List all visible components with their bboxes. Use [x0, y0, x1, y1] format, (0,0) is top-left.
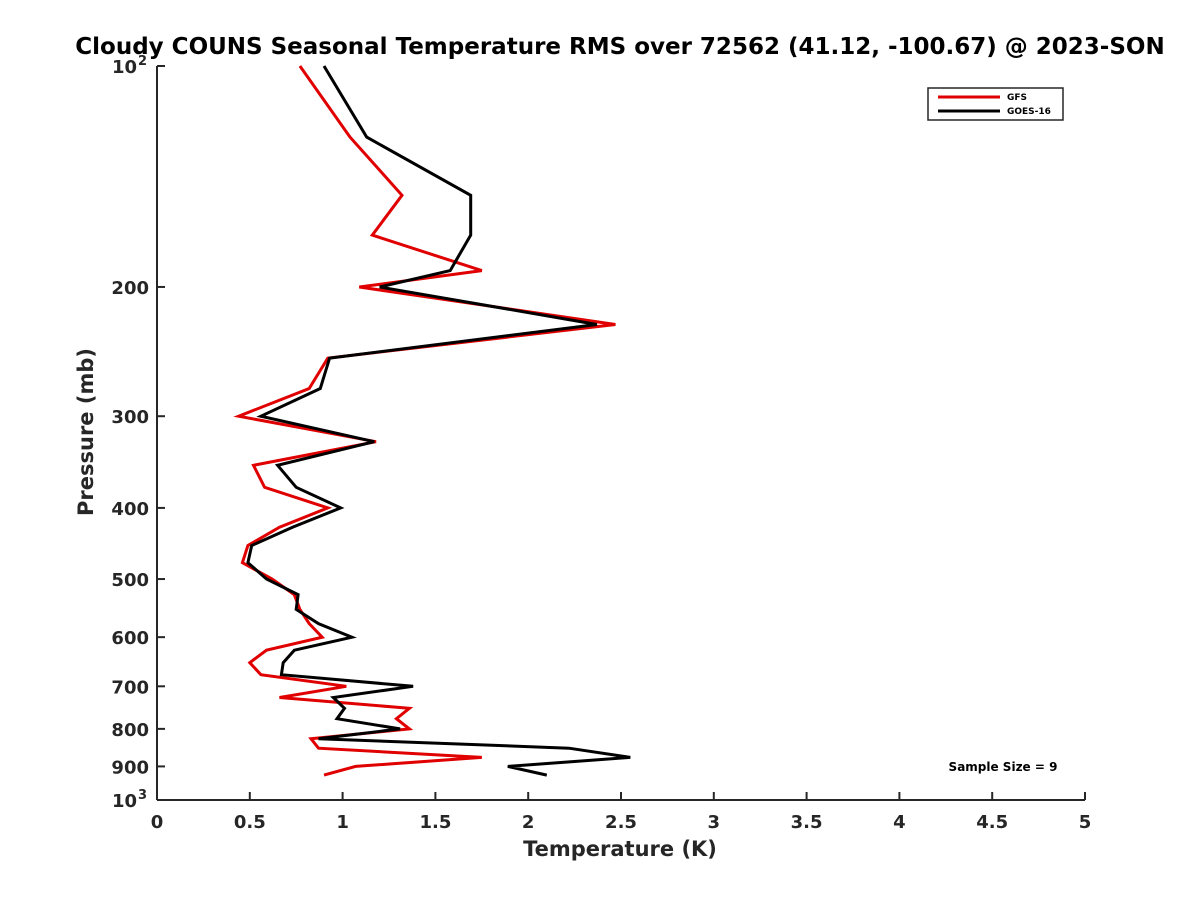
y-tick-label: 500 [111, 570, 149, 591]
y-tick-label: 200 [111, 278, 149, 299]
x-axis-label: Temperature (K) [523, 837, 717, 861]
y-tick-label: 600 [111, 628, 149, 649]
legend-label: GOES-16 [1007, 107, 1051, 117]
sample-size-annotation: Sample Size = 9 [949, 760, 1058, 774]
x-tick-label: 2.5 [605, 812, 637, 833]
y-tick-label: 300 [111, 407, 149, 428]
y-tick-label: 700 [111, 677, 149, 698]
legend-label: GFS [1007, 93, 1027, 103]
y-axis-label: Pressure (mb) [74, 348, 98, 516]
x-tick-label: 3.5 [791, 812, 823, 833]
x-tick-label: 4.5 [976, 812, 1008, 833]
x-tick-label: 1 [336, 812, 349, 833]
x-tick-label: 0.5 [234, 812, 266, 833]
y-tick-exponent: 3 [138, 788, 147, 803]
x-tick-label: 3 [708, 812, 721, 833]
y-tick-label: 400 [111, 499, 149, 520]
x-tick-label: 1.5 [419, 812, 451, 833]
legend-box [927, 87, 1064, 121]
x-tick-label: 2 [522, 812, 535, 833]
chart-title: Cloudy COUNS Seasonal Temperature RMS ov… [75, 34, 1164, 60]
legend: GFS GOES-16 [927, 87, 1064, 121]
x-tick-label: 4 [893, 812, 906, 833]
x-tick-label: 5 [1079, 812, 1092, 833]
plot-area [233, 65, 631, 777]
x-axis: 0 0.5 1 1.5 2 2.5 3 3.5 4 4.5 5 [151, 792, 1092, 833]
y-tick-label: 10 [112, 57, 137, 78]
y-tick-label: 900 [111, 757, 149, 778]
x-tick-label: 0 [151, 812, 164, 833]
y-tick-label: 800 [111, 720, 149, 741]
y-tick-label: 10 [112, 791, 137, 812]
series-line-goes-16 [246, 65, 631, 777]
y-tick-exponent: 2 [138, 54, 147, 69]
